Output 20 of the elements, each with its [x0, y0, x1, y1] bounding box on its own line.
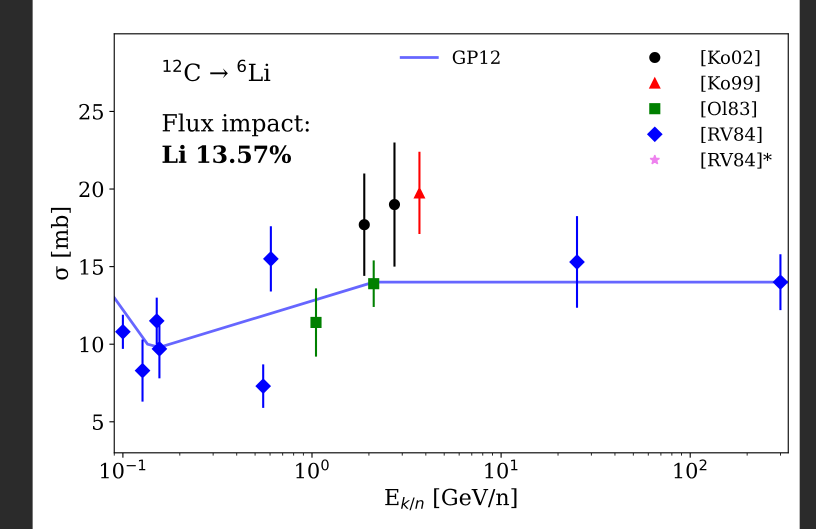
y-tick-label: 10: [80, 336, 104, 352]
y-tick-label: 5: [93, 414, 103, 430]
y-tick-label: 25: [79, 104, 103, 120]
annotation: $^{12}$C → $^{6}$Li: [163, 60, 270, 82]
y-axis-title: σ [mb]: [50, 208, 71, 280]
annotation: Li 13.57%: [162, 144, 292, 164]
legend-label: GP12: [452, 50, 500, 64]
x-axis-title: E$_{k/n}$ [GeV/n]: [385, 488, 516, 510]
x-tick-label: 10$^{2}$: [674, 459, 706, 479]
x-tick-label: 10$^{0}$: [296, 459, 329, 479]
y-tick-label: 20: [79, 181, 104, 198]
legend-label: [Ol83]: [701, 101, 756, 118]
y-tick-label: 15: [80, 259, 103, 275]
legend-label: [Ko99]: [701, 76, 760, 92]
x-tick-label: 10$^{1}$: [485, 460, 518, 479]
x-tick-label: 10$^{−1}$: [100, 460, 146, 479]
legend-label: [Ko02]: [701, 50, 760, 66]
legend-label: [RV84]: [701, 126, 762, 144]
annotation: Flux impact:: [162, 113, 309, 136]
legend-label: [RV84]*: [701, 152, 772, 169]
